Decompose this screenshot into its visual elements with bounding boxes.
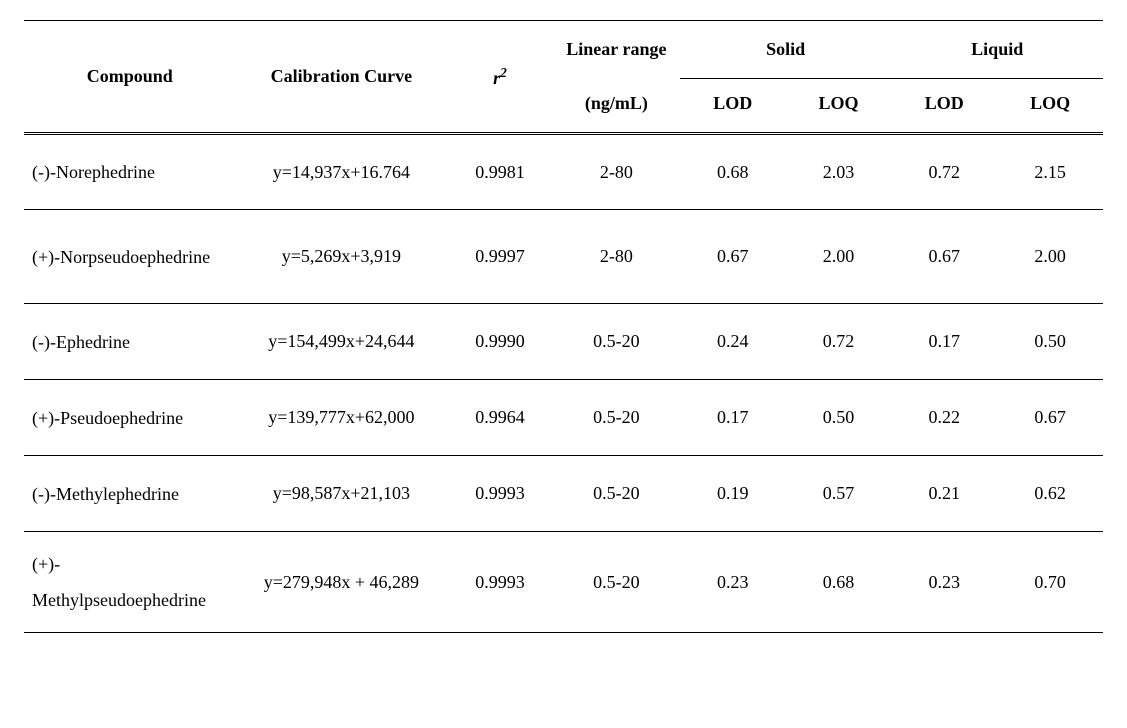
cell-range: 0.5-20 [553,532,680,633]
cell-r2: 0.9993 [447,532,553,633]
cell-compound: (+)-Methylpseudoephedrine [24,532,236,633]
cell-compound: (-)-Methylephedrine [24,456,236,532]
cell-calib: y=139,777x+62,000 [236,380,448,456]
cell-solid-lod: 0.17 [680,380,786,456]
cell-r2: 0.9981 [447,134,553,210]
cell-compound: (+)-Pseudoephedrine [24,380,236,456]
cell-calib: y=154,499x+24,644 [236,304,448,380]
col-solid-header: Solid [680,21,892,79]
cell-range: 2-80 [553,134,680,210]
table-row: (+)-Norpseudoephedriney=5,269x+3,9190.99… [24,210,1103,304]
cell-compound: (-)-Ephedrine [24,304,236,380]
cell-solid-lod: 0.68 [680,134,786,210]
cell-solid-loq: 2.00 [786,210,892,304]
cell-compound: (-)-Norephedrine [24,134,236,210]
col-range-header-unit: (ng/mL) [553,79,680,134]
r2-exp: 2 [500,65,507,80]
cell-range: 2-80 [553,210,680,304]
table-row: (-)-Norephedriney=14,937x+16.7640.99812-… [24,134,1103,210]
col-solid-lod-header: LOD [680,79,786,134]
col-calib-header: Calibration Curve [236,21,448,134]
cell-liquid-lod: 0.21 [891,456,997,532]
cell-r2: 0.9964 [447,380,553,456]
cell-solid-lod: 0.24 [680,304,786,380]
cell-r2: 0.9997 [447,210,553,304]
cell-liquid-loq: 0.62 [997,456,1103,532]
cell-range: 0.5-20 [553,304,680,380]
cell-liquid-lod: 0.23 [891,532,997,633]
cell-liquid-loq: 0.67 [997,380,1103,456]
cell-r2: 0.9990 [447,304,553,380]
table-row: (+)-Pseudoephedriney=139,777x+62,0000.99… [24,380,1103,456]
cell-solid-loq: 0.72 [786,304,892,380]
cell-liquid-loq: 2.15 [997,134,1103,210]
table-row: (+)-Methylpseudoephedriney=279,948x + 46… [24,532,1103,633]
table-row: (-)-Ephedriney=154,499x+24,6440.99900.5-… [24,304,1103,380]
cell-solid-loq: 0.68 [786,532,892,633]
cell-r2: 0.9993 [447,456,553,532]
col-liquid-header: Liquid [891,21,1103,79]
cell-calib: y=14,937x+16.764 [236,134,448,210]
cell-liquid-lod: 0.17 [891,304,997,380]
col-liquid-lod-header: LOD [891,79,997,134]
cell-range: 0.5-20 [553,456,680,532]
cell-solid-loq: 0.50 [786,380,892,456]
cell-liquid-loq: 2.00 [997,210,1103,304]
cell-liquid-loq: 0.70 [997,532,1103,633]
cell-solid-loq: 0.57 [786,456,892,532]
cell-range: 0.5-20 [553,380,680,456]
col-r2-header: r2 [447,21,553,134]
col-compound-header: Compound [24,21,236,134]
cell-compound: (+)-Norpseudoephedrine [24,210,236,304]
cell-liquid-lod: 0.67 [891,210,997,304]
cell-calib: y=5,269x+3,919 [236,210,448,304]
table-row: (-)-Methylephedriney=98,587x+21,1030.999… [24,456,1103,532]
cell-liquid-loq: 0.50 [997,304,1103,380]
col-solid-loq-header: LOQ [786,79,892,134]
col-liquid-loq-header: LOQ [997,79,1103,134]
table-body: (-)-Norephedriney=14,937x+16.7640.99812-… [24,134,1103,633]
table-header: Compound Calibration Curve r2 Linear ran… [24,21,1103,134]
cell-calib: y=279,948x + 46,289 [236,532,448,633]
cell-liquid-lod: 0.72 [891,134,997,210]
col-range-header-top: Linear range [553,21,680,79]
cell-solid-lod: 0.23 [680,532,786,633]
cell-solid-loq: 2.03 [786,134,892,210]
cell-solid-lod: 0.67 [680,210,786,304]
cell-liquid-lod: 0.22 [891,380,997,456]
cell-calib: y=98,587x+21,103 [236,456,448,532]
cell-solid-lod: 0.19 [680,456,786,532]
calibration-table: Compound Calibration Curve r2 Linear ran… [24,20,1103,633]
